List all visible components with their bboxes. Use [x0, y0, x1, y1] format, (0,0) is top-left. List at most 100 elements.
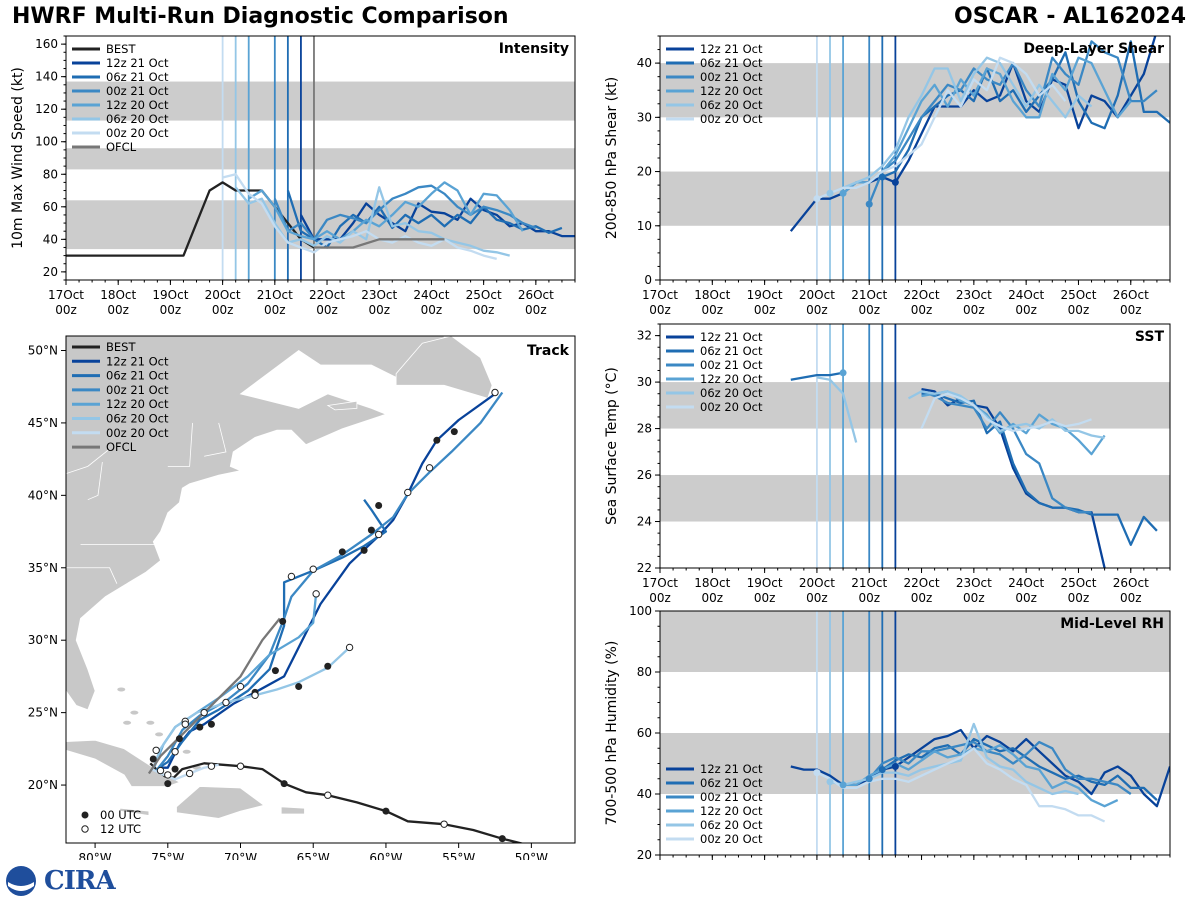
track-legend-label: 00z 20 Oct — [106, 426, 169, 440]
track-xtick-label: 65°W — [297, 851, 330, 860]
intensity-series-12z-20-oct — [248, 181, 524, 241]
shear-ytick-label: 40 — [637, 56, 652, 70]
track-marker-00utc — [382, 807, 390, 815]
sst-xtick-sublabel: 00z — [858, 591, 880, 605]
track-marker-00utc — [207, 720, 215, 728]
shear-xtick-sublabel: 00z — [702, 303, 724, 317]
state-border — [87, 461, 103, 501]
jamaica-land — [119, 807, 150, 816]
state-border — [66, 567, 118, 584]
rh-series-00z-21-oct — [868, 740, 1132, 795]
rh-legend-label: 12z 20 Oct — [700, 804, 763, 818]
intensity-legend-label: 12z 20 Oct — [106, 98, 169, 112]
shear-xtick-sublabel: 00z — [1120, 303, 1142, 317]
shear-init-marker — [813, 195, 821, 203]
sst-xtick-label: 22Oct — [904, 576, 940, 590]
track-legend-label: OFCL — [106, 440, 137, 454]
shear-xtick-label: 25Oct — [1060, 288, 1096, 302]
intensity-xtick-sublabel: 00z — [525, 303, 547, 317]
sst-frame — [659, 323, 1171, 569]
state-border — [66, 448, 110, 474]
intensity-xtick-sublabel: 00z — [107, 303, 129, 317]
shear-band — [660, 171, 1170, 226]
intensity-xtick-sublabel: 00z — [316, 303, 338, 317]
shear-xtick-label: 26Oct — [1113, 288, 1149, 302]
intensity-ytick-label: 60 — [43, 200, 58, 214]
cira-logo: CIRA — [4, 864, 116, 898]
sst-xtick-sublabel: 00z — [1015, 591, 1037, 605]
intensity-band — [66, 148, 575, 170]
shear-legend-label: 00z 20 Oct — [700, 112, 763, 126]
track-legend-label: 06z 21 Oct — [106, 369, 169, 383]
intensity-ytick-label: 100 — [35, 135, 58, 149]
intensity-xtick-label: 24Oct — [413, 288, 449, 302]
shear-ytick-label: 10 — [637, 219, 652, 233]
shear-init-marker — [878, 173, 886, 181]
track-ytick-label: 45°N — [28, 416, 58, 430]
intensity-title: Intensity — [499, 41, 569, 57]
rh-init-marker — [891, 763, 899, 771]
sst-xtick-label: 19Oct — [747, 576, 783, 590]
track-marker-00utc — [280, 780, 288, 788]
intensity-xtick-label: 19Oct — [152, 288, 188, 302]
sst-xtick-label: 17Oct — [642, 576, 678, 590]
track-legend-00utc-label: 00 UTC — [100, 808, 141, 822]
sst-series-seg-a — [790, 371, 844, 381]
track-series-ofcl — [147, 617, 281, 775]
intensity-legend-label: 00z 20 Oct — [106, 126, 169, 140]
shear-series-12z-20-oct — [842, 56, 1132, 195]
track-marker-00utc — [324, 662, 332, 670]
track-legend-00utc-marker — [81, 811, 89, 819]
panel-intensity: 2040608010012014016017Oct00z18Oct00z19Oc… — [10, 35, 576, 317]
track-marker-00utc — [175, 735, 183, 743]
sst-xtick-label: 26Oct — [1113, 576, 1149, 590]
rh-legend-label: 00z 21 Oct — [700, 790, 763, 804]
sst-series-06z-21-oct — [921, 392, 1158, 546]
sst-legend-label: 06z 21 Oct — [700, 344, 763, 358]
rh-ylabel: 700-500 hPa Humidity (%) — [604, 641, 620, 826]
shear-ytick-label: 30 — [637, 110, 652, 124]
shear-legend-label: 06z 20 Oct — [700, 98, 763, 112]
track-frame — [65, 335, 576, 844]
newfoundland-land — [395, 336, 493, 399]
shear-xtick-sublabel: 00z — [754, 303, 776, 317]
sst-legend-label: 12z 20 Oct — [700, 372, 763, 386]
intensity-xtick-sublabel: 00z — [55, 303, 77, 317]
intensity-ytick-label: 160 — [35, 37, 58, 51]
shear-series-06z-20-oct — [829, 56, 1093, 195]
sst-xtick-label: 23Oct — [956, 576, 992, 590]
shear-xtick-label: 20Oct — [799, 288, 835, 302]
rh-title: Mid-Level RH — [1060, 616, 1164, 632]
track-series-06z-20-oct — [152, 646, 351, 769]
rh-ytick-label: 60 — [637, 726, 652, 740]
intensity-xtick-label: 25Oct — [466, 288, 502, 302]
intensity-xtick-sublabel: 00z — [212, 303, 234, 317]
track-marker-00utc — [360, 546, 368, 554]
track-marker-12utc — [171, 748, 179, 756]
shear-xtick-sublabel: 00z — [963, 303, 985, 317]
shear-xtick-sublabel: 00z — [1015, 303, 1037, 317]
track-ytick-label: 40°N — [28, 488, 58, 502]
track-legend-12utc-label: 12 UTC — [100, 822, 141, 836]
intensity-series-00z-20-oct — [222, 173, 497, 261]
rh-init-marker — [878, 766, 886, 774]
track-marker-12utc — [309, 565, 317, 573]
sst-ytick-label: 24 — [637, 515, 652, 529]
bahamas-island — [155, 732, 164, 737]
shear-init-marker — [891, 178, 899, 186]
track-marker-00utc — [338, 548, 346, 556]
intensity-ytick-label: 40 — [43, 232, 58, 246]
sst-series-00z-20-oct — [920, 392, 1092, 433]
sst-xtick-label: 20Oct — [799, 576, 835, 590]
shear-legend-label: 00z 21 Oct — [700, 70, 763, 84]
sst-xtick-sublabel: 00z — [911, 591, 933, 605]
track-xtick-label: 75°W — [151, 851, 184, 860]
intensity-series-06z-21-oct — [286, 190, 563, 249]
track-ytick-label: 35°N — [28, 561, 58, 575]
shear-xtick-label: 18Oct — [694, 288, 730, 302]
bahamas-island — [130, 710, 139, 715]
shear-ytick-label: 20 — [637, 165, 652, 179]
rh-init-marker — [813, 769, 821, 777]
track-legend-label: 06z 20 Oct — [106, 412, 169, 426]
shear-legend-label: 12z 20 Oct — [700, 84, 763, 98]
